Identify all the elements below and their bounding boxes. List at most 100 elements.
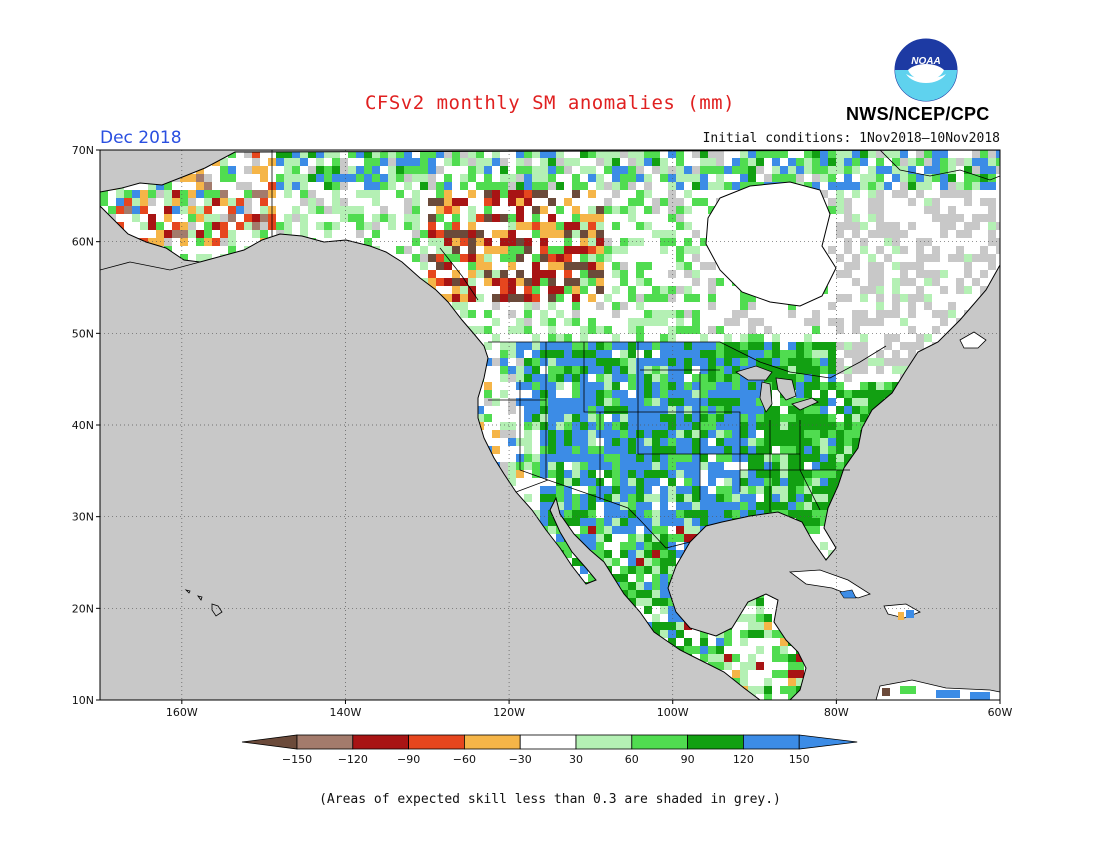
anomaly-cell xyxy=(164,190,172,198)
anomaly-cell xyxy=(628,598,636,606)
anomaly-cell xyxy=(628,150,636,158)
anomaly-cell xyxy=(556,310,564,318)
anomaly-cell xyxy=(588,318,596,326)
anomaly-cell xyxy=(172,230,180,238)
anomaly-cell xyxy=(244,182,252,190)
anomaly-cell xyxy=(700,174,708,182)
anomaly-cell xyxy=(724,502,732,510)
anomaly-cell xyxy=(916,150,924,158)
anomaly-cell xyxy=(188,174,196,182)
anomaly-cell xyxy=(620,542,628,550)
anomaly-cell xyxy=(556,430,564,438)
anomaly-cell xyxy=(620,342,628,350)
anomaly-cell xyxy=(460,230,468,238)
anomaly-cell xyxy=(548,270,556,278)
anomaly-cell xyxy=(844,158,852,166)
anomaly-cell xyxy=(500,462,508,470)
anomaly-cell xyxy=(548,470,556,478)
anomaly-cell xyxy=(732,446,740,454)
anomaly-cell xyxy=(356,150,364,158)
anomaly-cell xyxy=(604,502,612,510)
anomaly-cell xyxy=(772,478,780,486)
anomaly-cell xyxy=(740,662,748,670)
anomaly-cell xyxy=(964,254,972,262)
anomaly-cell xyxy=(980,286,988,294)
anomaly-cell xyxy=(188,198,196,206)
anomaly-cell xyxy=(628,454,636,462)
anomaly-cell xyxy=(372,222,380,230)
anomaly-cell xyxy=(644,158,652,166)
anomaly-cell xyxy=(676,342,684,350)
anomaly-cell xyxy=(452,222,460,230)
anomaly-cell xyxy=(628,558,636,566)
anomaly-cell xyxy=(788,422,796,430)
anomaly-cell xyxy=(748,358,756,366)
anomaly-cell xyxy=(100,198,108,206)
anomaly-cell xyxy=(572,494,580,502)
anomaly-cell xyxy=(516,190,524,198)
anomaly-cell xyxy=(612,390,620,398)
anomaly-cell xyxy=(556,222,564,230)
anomaly-cell xyxy=(572,454,580,462)
anomaly-cell xyxy=(828,318,836,326)
anomaly-cell xyxy=(820,414,828,422)
anomaly-cell xyxy=(236,182,244,190)
anomaly-cell xyxy=(476,158,484,166)
anomaly-cell xyxy=(428,222,436,230)
anomaly-cell xyxy=(556,454,564,462)
anomaly-cell xyxy=(460,254,468,262)
anomaly-cell xyxy=(548,350,556,358)
anomaly-cell xyxy=(820,518,828,526)
anomaly-cell xyxy=(740,358,748,366)
anomaly-cell xyxy=(204,214,212,222)
anomaly-cell xyxy=(884,382,892,390)
anomaly-cell xyxy=(668,310,676,318)
anomaly-cell xyxy=(700,430,708,438)
anomaly-cell xyxy=(900,294,908,302)
anomaly-cell xyxy=(508,182,516,190)
anomaly-cell xyxy=(644,598,652,606)
anomaly-cell xyxy=(668,390,676,398)
anomaly-cell xyxy=(828,430,836,438)
anomaly-cell xyxy=(636,486,644,494)
anomaly-cell xyxy=(380,158,388,166)
anomaly-cell xyxy=(508,254,516,262)
anomaly-cell xyxy=(508,294,516,302)
anomaly-cell xyxy=(708,382,716,390)
anomaly-cell xyxy=(604,454,612,462)
anomaly-cell xyxy=(516,270,524,278)
anomaly-cell xyxy=(652,590,660,598)
anomaly-cell xyxy=(540,318,548,326)
anomaly-cell xyxy=(228,198,236,206)
anomaly-cell xyxy=(556,286,564,294)
anomaly-cell xyxy=(820,486,828,494)
anomaly-cell xyxy=(748,438,756,446)
anomaly-cell xyxy=(836,390,844,398)
anomaly-cell xyxy=(516,174,524,182)
anomaly-cell xyxy=(596,222,604,230)
anomaly-cell xyxy=(924,278,932,286)
anomaly-cell xyxy=(676,174,684,182)
anomaly-cell xyxy=(732,414,740,422)
anomaly-cell xyxy=(708,166,716,174)
anomaly-cell xyxy=(348,150,356,158)
anomaly-cell xyxy=(516,350,524,358)
anomaly-cell xyxy=(676,430,684,438)
anomaly-cell xyxy=(652,534,660,542)
anomaly-cell xyxy=(980,166,988,174)
anomaly-cell xyxy=(620,518,628,526)
anomaly-cell xyxy=(588,150,596,158)
anomaly-cell xyxy=(876,350,884,358)
anomaly-cell xyxy=(572,262,580,270)
anomaly-cell xyxy=(700,350,708,358)
anomaly-cell xyxy=(444,278,452,286)
anomaly-cell xyxy=(612,262,620,270)
anomaly-cell xyxy=(500,422,508,430)
anomaly-cell xyxy=(868,278,876,286)
anomaly-cell xyxy=(724,630,732,638)
anomaly-cell xyxy=(532,166,540,174)
anomaly-cell xyxy=(492,294,500,302)
anomaly-cell xyxy=(972,254,980,262)
anomaly-cell xyxy=(636,430,644,438)
anomaly-cell xyxy=(692,446,700,454)
